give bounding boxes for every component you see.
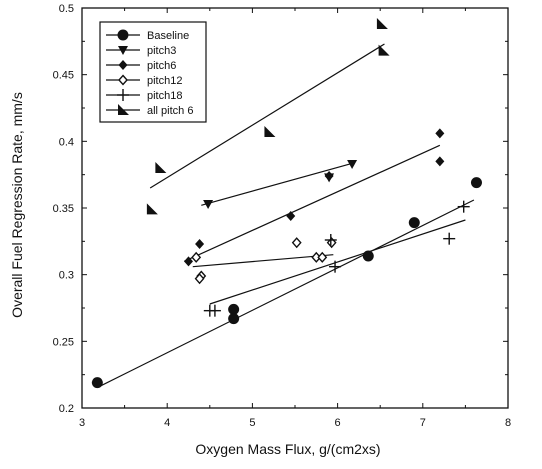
- legend-marker-baseline: [117, 29, 129, 41]
- x-axis-title: Oxygen Mass Flux, g/(cm2xs): [195, 441, 380, 457]
- data-point-pitch18: [457, 200, 470, 213]
- x-axis-ticks: 3 4 5 6 7 8: [79, 8, 511, 429]
- legend-label-pitch18: pitch18: [147, 90, 182, 102]
- data-point-pitch18: [443, 232, 456, 245]
- data-point-pitch12: [194, 273, 205, 285]
- data-point-pitch12: [191, 251, 202, 263]
- x-tick-label: 8: [505, 417, 511, 429]
- data-point-all-pitch-6: [376, 18, 388, 29]
- y-tick-label: 0.35: [53, 203, 74, 215]
- data-point-all-pitch-6: [378, 44, 390, 56]
- legend-box: [99, 21, 207, 123]
- x-tick-label: 6: [335, 417, 341, 429]
- legend-label-pitch12: pitch12: [147, 75, 182, 87]
- x-tick-label: 5: [249, 417, 255, 429]
- legend-label-pitch6: pitch6: [147, 60, 176, 72]
- data-point-baseline: [408, 217, 420, 229]
- data-point-baseline: [362, 250, 374, 262]
- legend: Baseline pitch3 pitch6 pitch12 pitch18 all pi…: [99, 21, 207, 123]
- data-point-pitch12: [291, 237, 302, 249]
- fit-line-baseline: [98, 199, 475, 388]
- data-point-baseline: [91, 377, 103, 389]
- y-tick-label: 0.2: [59, 403, 74, 415]
- x-tick-label: 7: [420, 417, 426, 429]
- data-point-pitch18: [324, 234, 337, 246]
- data-point-pitch6: [195, 239, 205, 249]
- data-point-pitch18: [208, 304, 221, 317]
- data-point-all-pitch-6: [155, 162, 167, 173]
- data-point-pitch6: [184, 256, 193, 267]
- legend-marker-pitch3: [118, 46, 128, 55]
- data-point-pitch3: [347, 160, 358, 169]
- data-point-pitch6: [324, 171, 334, 181]
- legend-label-all-pitch-6: all pitch 6: [147, 105, 193, 117]
- legend-label-pitch3: pitch3: [147, 45, 176, 57]
- data-point-all-pitch-6: [264, 126, 276, 137]
- legend-label-baseline: Baseline: [147, 30, 189, 42]
- y-axis-title: Overall Fuel Regression Rate, mm/s: [9, 92, 25, 318]
- data-point-pitch12: [317, 251, 328, 263]
- y-tick-label: 0.45: [53, 70, 74, 82]
- data-point-pitch18: [329, 260, 342, 273]
- fit-lines: [98, 43, 475, 388]
- y-tick-label: 0.5: [59, 3, 74, 15]
- y-tick-label: 0.4: [59, 136, 74, 148]
- legend-marker-all-pitch-6: [118, 104, 129, 115]
- legend-marker-pitch18: [117, 89, 129, 101]
- x-tick-label: 4: [164, 417, 170, 429]
- fit-line-pitch12: [192, 254, 334, 268]
- data-point-pitch6: [435, 156, 445, 167]
- data-point-baseline: [470, 177, 482, 189]
- y-tick-label: 0.25: [53, 336, 74, 348]
- fit-line-pitch3: [201, 162, 355, 206]
- data-point-pitch6: [286, 211, 296, 221]
- data-point-all-pitch-6: [146, 203, 158, 215]
- legend-marker-pitch6: [118, 60, 128, 70]
- data-point-baseline: [228, 313, 240, 325]
- fit-line-all-pitch-6: [149, 43, 385, 189]
- legend-marker-pitch12: [118, 74, 128, 86]
- fit-line-pitch6: [183, 144, 441, 262]
- data-point-pitch3: [203, 200, 214, 209]
- x-tick-label: 3: [79, 417, 85, 429]
- fit-line-pitch18: [209, 219, 466, 305]
- y-axis-ticks: 0.2 0.25 0.3 0.35 0.4 0.45 0.5: [53, 3, 508, 415]
- y-tick-label: 0.3: [59, 270, 74, 282]
- data-point-pitch6: [435, 128, 445, 139]
- data-point-baseline: [228, 303, 240, 315]
- data-markers: [91, 18, 482, 389]
